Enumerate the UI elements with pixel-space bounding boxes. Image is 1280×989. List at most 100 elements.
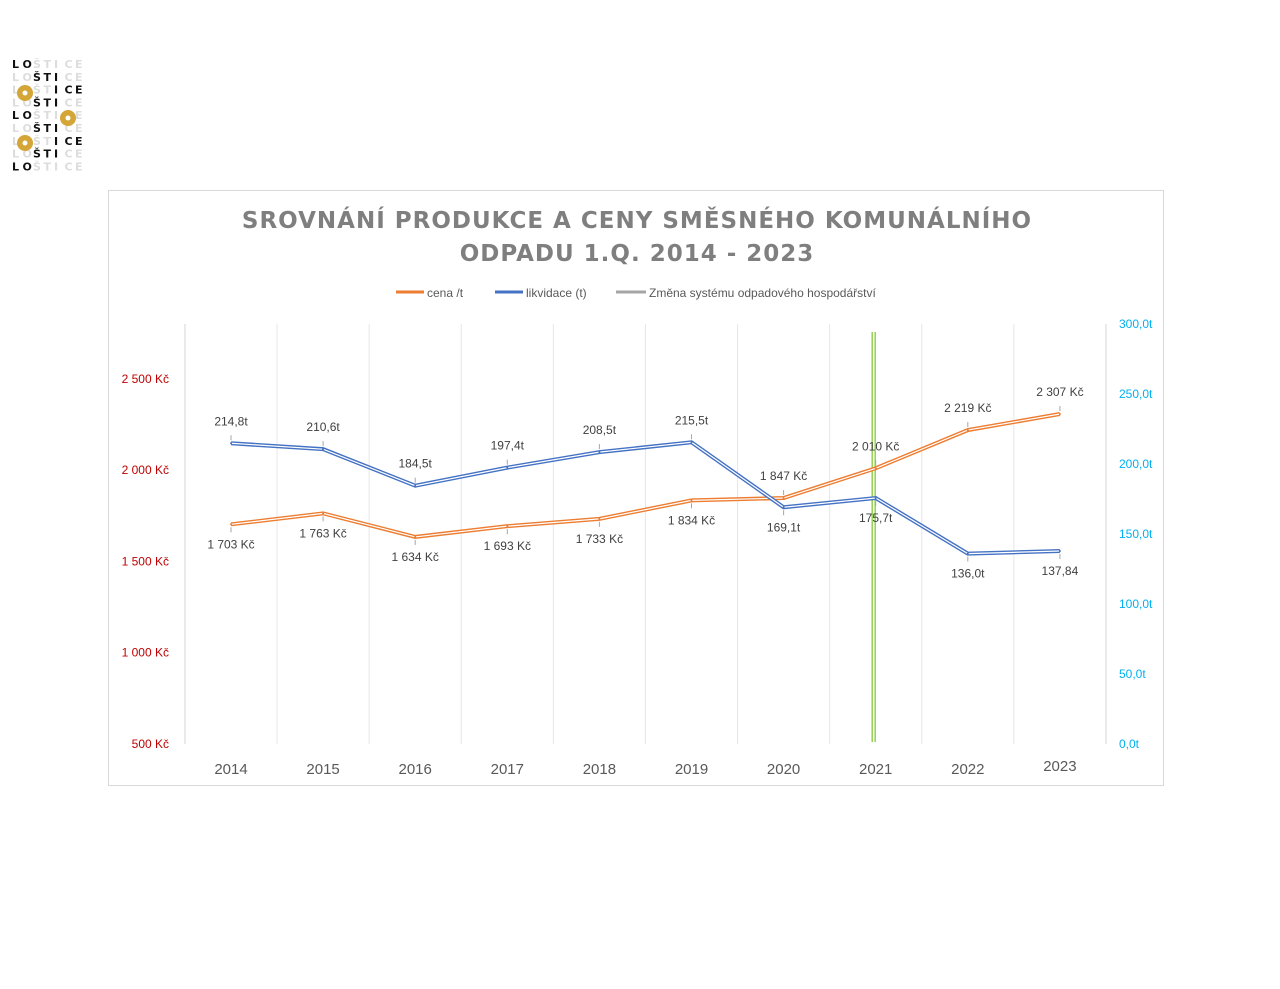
- logo-letter: L: [12, 58, 19, 71]
- data-label: 2 010 Kč: [852, 439, 899, 453]
- logo-letter: L: [12, 148, 19, 161]
- logo-circle-hole: [22, 140, 28, 146]
- legend-label-zmena: Změna systému odpadového hospodářství: [649, 286, 876, 300]
- logo-letter: O: [23, 122, 32, 135]
- left-axis-tick-label: 1 500 Kč: [122, 554, 169, 568]
- logo-letter: I: [54, 71, 58, 84]
- right-axis-tick-label: 50,0t: [1119, 667, 1146, 681]
- logo-letter: Š: [33, 122, 41, 135]
- logo-letter: O: [23, 148, 32, 161]
- left-axis-tick-label: 2 500 Kč: [122, 372, 169, 386]
- left-axis-tick-label: 1 000 Kč: [122, 646, 169, 660]
- logo-letter: C: [65, 160, 73, 173]
- data-label: 210,6t: [306, 420, 340, 434]
- logo-letter: I: [54, 160, 58, 173]
- logo-letter: L: [12, 71, 19, 84]
- chart-frame: SROVNÁNÍ PRODUKCE A CENY SMĚSNÉHO KOMUNÁ…: [108, 190, 1164, 786]
- logo-circle-hole: [65, 115, 71, 121]
- logo-letter: L: [12, 84, 19, 97]
- data-point: [966, 429, 969, 432]
- data-point: [322, 512, 325, 515]
- data-label: 184,5t: [399, 457, 433, 471]
- logo-letter: O: [23, 71, 32, 84]
- logo-letter: I: [54, 148, 58, 161]
- data-label: 136,0t: [951, 567, 985, 581]
- logo-letter: E: [75, 135, 83, 148]
- logo-letter: L: [12, 96, 19, 109]
- data-point: [1058, 550, 1061, 553]
- logo-letter: C: [65, 122, 73, 135]
- data-label: 169,1t: [767, 520, 801, 534]
- data-label: 208,5t: [583, 423, 617, 437]
- logo-letter: O: [23, 58, 32, 71]
- logo-letter: E: [75, 96, 83, 109]
- logo-letter: C: [65, 148, 73, 161]
- logo-letter: O: [23, 160, 32, 173]
- logo-letter: Š: [33, 109, 41, 122]
- data-point: [506, 525, 509, 528]
- logo-letter: Š: [33, 135, 41, 148]
- logo-letter: I: [54, 135, 58, 148]
- data-label: 1 834 Kč: [668, 513, 715, 527]
- logo-letter: T: [44, 84, 52, 97]
- logo-letter: I: [54, 96, 58, 109]
- data-label: 137,84: [1042, 564, 1079, 578]
- logo-letter: L: [12, 122, 19, 135]
- logo-letter: E: [75, 84, 83, 97]
- right-axis-tick-label: 0,0t: [1119, 737, 1140, 751]
- x-axis-tick-label: 2022: [951, 761, 984, 778]
- data-label: 215,5t: [675, 413, 709, 427]
- logo-letter: E: [75, 109, 83, 122]
- logo-letter: L: [12, 160, 19, 173]
- right-axis-tick-label: 200,0t: [1119, 457, 1153, 471]
- logo-letter: E: [75, 148, 83, 161]
- logo-letter: C: [65, 96, 73, 109]
- logo-letter: I: [54, 58, 58, 71]
- series-line-inner: [230, 413, 1061, 538]
- logo-letter: Š: [33, 96, 41, 109]
- logo-letter: T: [44, 58, 52, 71]
- legend-label-cena: cena /t: [427, 286, 464, 300]
- data-point: [322, 448, 325, 451]
- data-point: [782, 506, 785, 509]
- legend-label-likvidace: likvidace (t): [526, 286, 587, 300]
- logo-letter: T: [44, 148, 52, 161]
- logo-letter: T: [44, 135, 52, 148]
- data-point: [690, 499, 693, 502]
- logo-letter: E: [75, 160, 83, 173]
- logo-letter: O: [23, 109, 32, 122]
- x-axis-tick-label: 2017: [491, 761, 524, 778]
- logo-letter: T: [44, 96, 52, 109]
- data-label: 1 703 Kč: [207, 537, 254, 551]
- data-point: [874, 497, 877, 500]
- x-axis-tick-label: 2019: [675, 761, 708, 778]
- x-axis-tick-label: 2021: [859, 761, 892, 778]
- logo-letter: C: [65, 84, 73, 97]
- x-axis-tick-label: 2018: [583, 761, 616, 778]
- data-point: [782, 497, 785, 500]
- x-axis-tick-label: 2023: [1043, 758, 1076, 775]
- logo-letter: I: [54, 84, 58, 97]
- data-point: [598, 517, 601, 520]
- logo-letter: Š: [33, 71, 41, 84]
- x-axis-tick-label: 2016: [399, 761, 432, 778]
- data-label: 1 763 Kč: [299, 526, 346, 540]
- logo-circle-hole: [22, 90, 28, 96]
- x-axis-tick-label: 2020: [767, 761, 800, 778]
- data-label: 1 693 Kč: [484, 539, 531, 553]
- logo-letter: E: [75, 122, 83, 135]
- data-label: 175,7t: [859, 511, 893, 525]
- right-axis-tick-label: 150,0t: [1119, 527, 1153, 541]
- logo-letter: T: [44, 71, 52, 84]
- logo-letter: E: [75, 58, 83, 71]
- logo-letter: Š: [33, 148, 41, 161]
- x-axis-tick-label: 2015: [306, 761, 339, 778]
- x-axis-tick-label: 2014: [214, 761, 247, 778]
- chart-title-line-2: ODPADU 1.Q. 2014 - 2023: [460, 241, 815, 267]
- right-axis-tick-label: 250,0t: [1119, 387, 1153, 401]
- data-label: 1 634 Kč: [392, 550, 439, 564]
- left-axis-tick-label: 500 Kč: [132, 737, 169, 751]
- data-point: [966, 552, 969, 555]
- logo-letter: Š: [33, 84, 41, 97]
- chart-title-line-1: SROVNÁNÍ PRODUKCE A CENY SMĚSNÉHO KOMUNÁ…: [242, 206, 1032, 234]
